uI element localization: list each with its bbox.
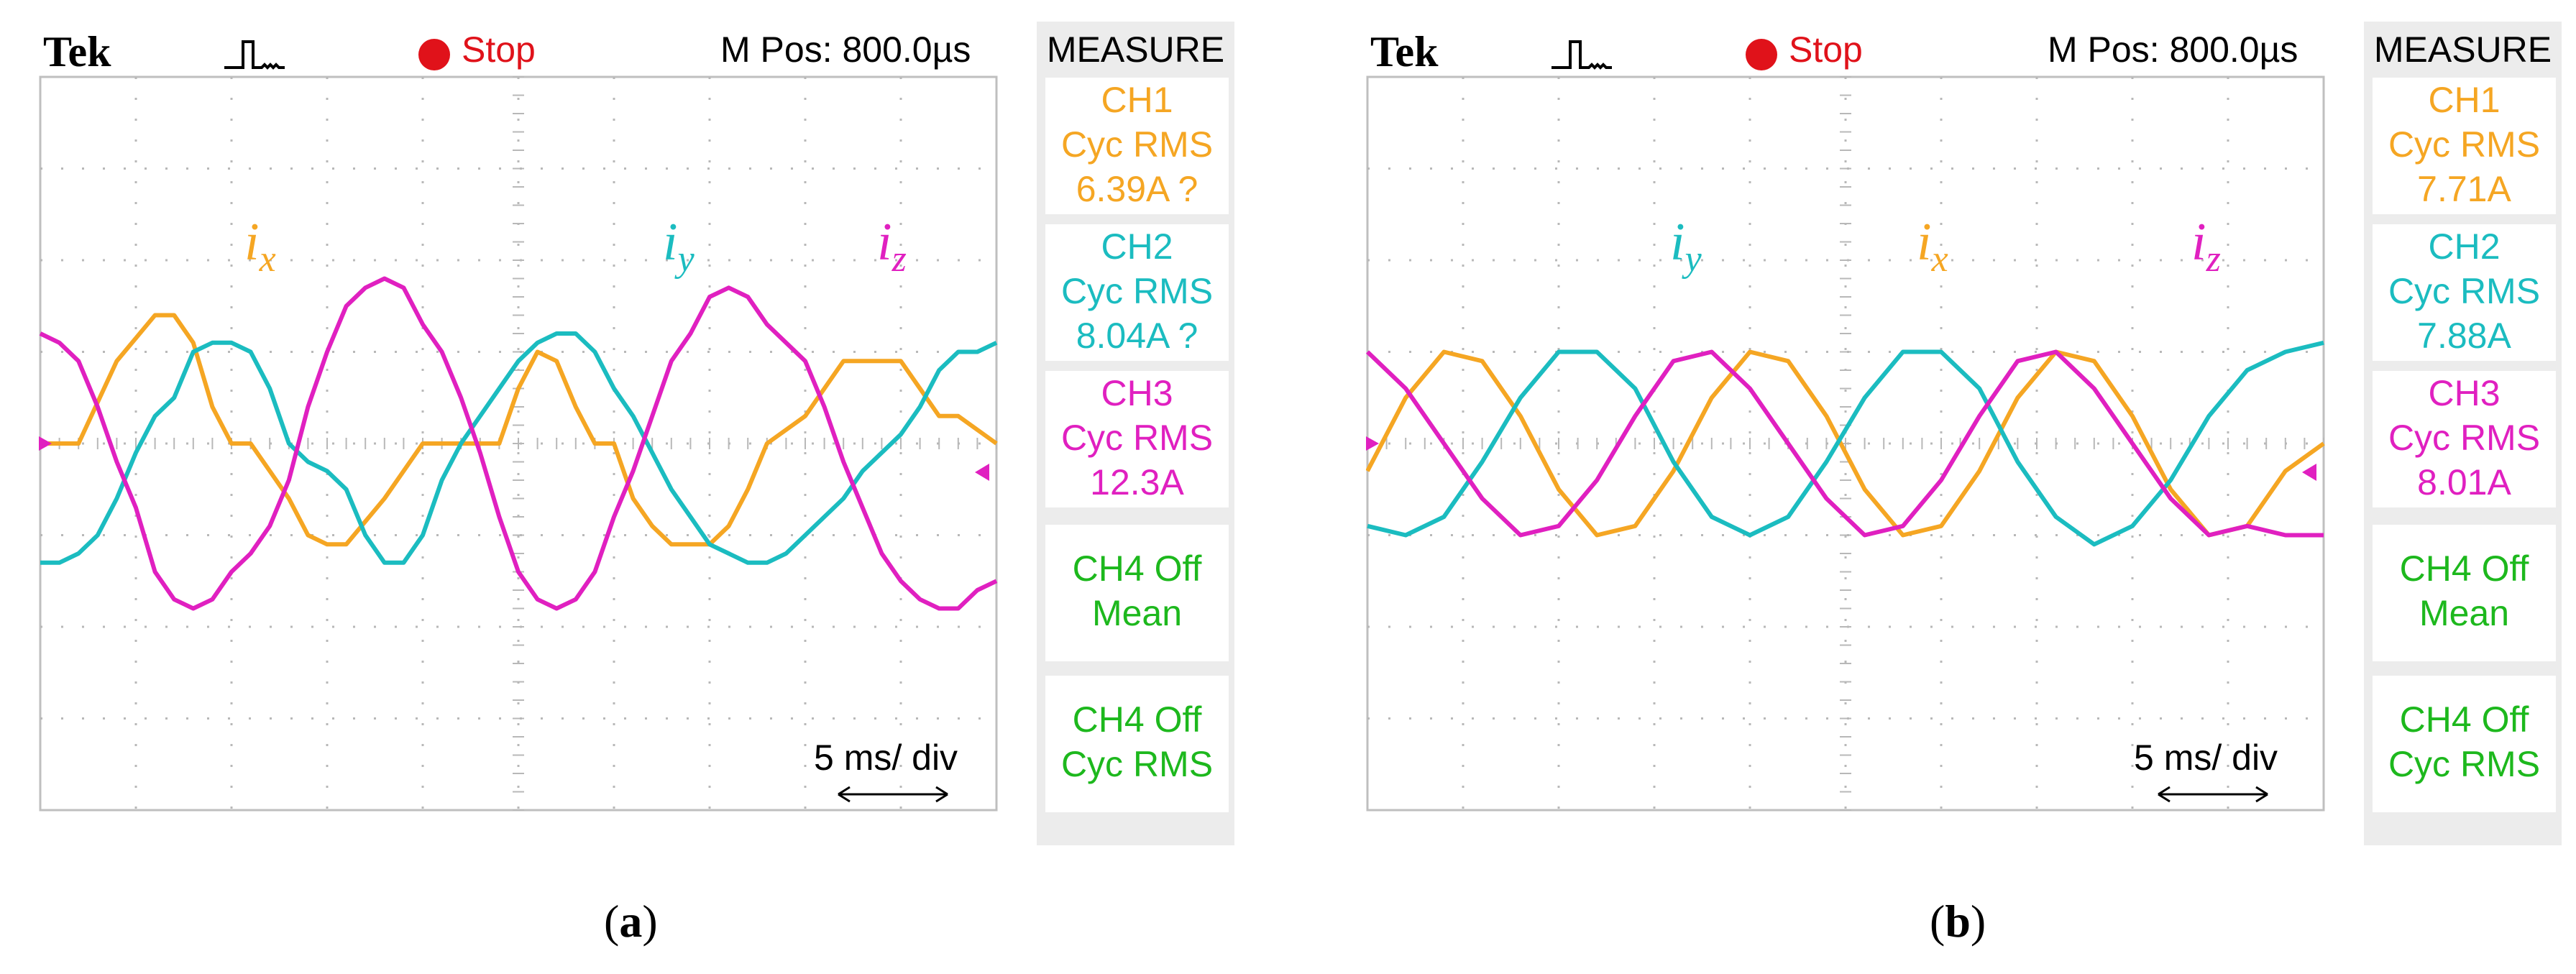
caption-paren: ): [642, 896, 658, 947]
trigger-pulse-icon: [224, 40, 285, 70]
measure-line: CH1: [1101, 80, 1173, 120]
stop-indicator-icon: [1746, 39, 1777, 70]
measure-line: CH4 Off: [1072, 699, 1202, 740]
measure-line: Cyc RMS: [1060, 124, 1214, 165]
measure-value: 6.39A ?: [1076, 169, 1198, 209]
waveform-area: [39, 75, 1031, 866]
measure-line: CH4 Off: [2399, 699, 2529, 740]
trace-label-iy: iy: [663, 213, 695, 280]
stop-indicator-icon: [418, 39, 450, 70]
measure-item-ch4-rms: CH4 Off Cyc RMS: [1045, 676, 1229, 812]
run-state: Stop: [462, 29, 536, 70]
measure-value: 8.04A ?: [1076, 316, 1198, 356]
timebase-label: 5 ms/ div: [814, 738, 958, 778]
trace-label-iz: iz: [2191, 213, 2221, 280]
waveform-plot: [39, 75, 998, 812]
measure-line: Cyc RMS: [2388, 418, 2541, 458]
measure-line: Cyc RMS: [1060, 744, 1214, 784]
grid: [39, 75, 998, 812]
measure-item-ch3: CH3 Cyc RMS 12.3A: [1045, 371, 1229, 507]
measure-line: Cyc RMS: [2388, 271, 2541, 311]
trace-iz: [39, 276, 998, 611]
measure-item-ch1: CH1 Cyc RMS 7.71A: [2373, 78, 2556, 214]
measure-item-ch2: CH2 Cyc RMS 8.04A ?: [1045, 224, 1229, 361]
measure-line: Mean: [2419, 593, 2510, 633]
measure-line: CH4 Off: [1072, 548, 1202, 589]
timebase-label: 5 ms/ div: [2134, 738, 2278, 778]
measure-line: CH3: [1101, 373, 1173, 413]
timebase-arrow-icon: [838, 786, 948, 803]
timebase-arrow-icon: [2158, 786, 2268, 803]
measure-panel: MEASURE CH1 Cyc RMS 7.71A CH2 Cyc RMS 7.…: [2364, 22, 2562, 845]
caption-paren: (: [1930, 896, 1945, 947]
caption-paren: ): [1970, 896, 1986, 947]
measure-line: CH1: [2428, 80, 2501, 120]
m-pos-readout: M Pos: 800.0µs: [2048, 29, 2298, 70]
measure-line: CH4 Off: [2399, 548, 2529, 589]
ch3-offset-marker-icon: [2302, 464, 2316, 481]
ch3-offset-marker-icon: [975, 464, 989, 481]
measure-item-ch3: CH3 Cyc RMS 8.01A: [2373, 371, 2556, 507]
trace-label-iz: iz: [877, 213, 907, 280]
measure-line: CH2: [2428, 226, 2501, 267]
brand-logo: Tek: [43, 28, 111, 75]
measure-title: MEASURE: [1046, 29, 1225, 70]
trigger-pulse-icon: [1551, 40, 1612, 70]
trace-label-iy: iy: [1670, 213, 1702, 280]
measure-item-ch4-mean: CH4 Off Mean: [2373, 525, 2556, 661]
caption-b: (b): [1930, 895, 1986, 948]
measure-line: CH2: [1101, 226, 1173, 267]
measure-line: Cyc RMS: [1060, 271, 1214, 311]
measure-line: Mean: [1091, 593, 1183, 633]
grid: [1366, 75, 2325, 812]
trace-label-ix: ix: [244, 213, 276, 280]
scope-topbar: Tek Stop M Pos: 800.0µs: [1365, 22, 2562, 111]
measure-line: Cyc RMS: [2388, 744, 2541, 784]
measure-value: 8.01A: [2417, 462, 2511, 502]
oscilloscope-screen-b: Tek Stop M Pos: 800.0µs iy ix iz 5 ms/ d…: [1365, 22, 2562, 845]
trace-iz: [1366, 349, 2324, 538]
measure-title: MEASURE: [2373, 29, 2552, 70]
measure-line: Cyc RMS: [1060, 418, 1214, 458]
run-state: Stop: [1789, 29, 1863, 70]
measure-item-ch4-mean: CH4 Off Mean: [1045, 525, 1229, 661]
trace-label-ix: ix: [1917, 213, 1948, 280]
measure-item-ch4-rms: CH4 Off Cyc RMS: [2373, 676, 2556, 812]
brand-logo: Tek: [1370, 28, 1439, 75]
waveform-area: [1366, 75, 2358, 866]
measure-value: 12.3A: [1090, 462, 1184, 502]
ground-marker-icon: [39, 436, 52, 451]
trace-ix: [40, 313, 998, 547]
trace-iy: [40, 331, 998, 565]
ground-marker-icon: [1366, 436, 1379, 451]
caption-letter: b: [1945, 896, 1971, 947]
caption-paren: (: [604, 896, 620, 947]
measure-line: Cyc RMS: [2388, 124, 2541, 165]
trace-ix: [1366, 349, 2325, 538]
measure-item-ch1: CH1 Cyc RMS 6.39A ?: [1045, 78, 1229, 214]
measure-item-ch2: CH2 Cyc RMS 7.88A: [2373, 224, 2556, 361]
measure-panel: MEASURE CH1 Cyc RMS 6.39A ? CH2 Cyc RMS …: [1037, 22, 1234, 845]
measure-value: 7.88A: [2417, 316, 2511, 356]
oscilloscope-screen-a: Tek Stop M Pos: 800.0µs ix iy iz 5 ms/ d…: [37, 22, 1234, 845]
measure-value: 7.71A: [2417, 169, 2511, 209]
caption-letter: a: [619, 896, 643, 947]
measure-line: CH3: [2428, 373, 2501, 413]
waveform-plot: [1366, 75, 2325, 812]
scope-topbar: Tek Stop M Pos: 800.0µs: [37, 22, 1234, 111]
caption-a: (a): [604, 895, 658, 948]
m-pos-readout: M Pos: 800.0µs: [720, 29, 971, 70]
